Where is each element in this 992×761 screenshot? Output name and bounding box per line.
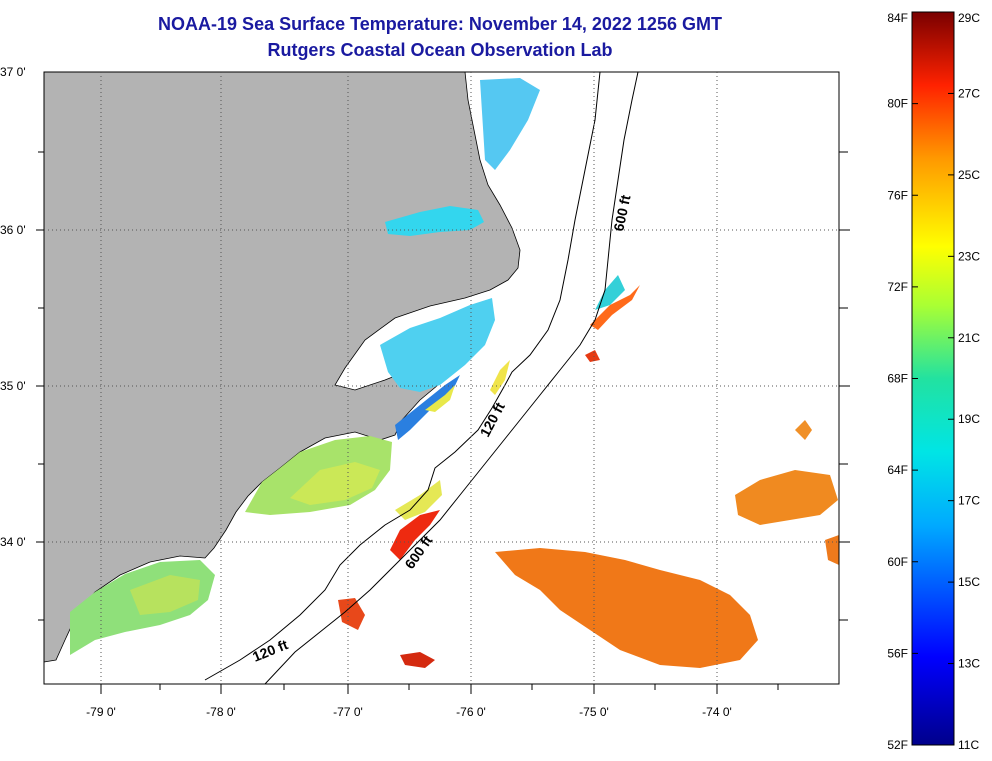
north-cyan-patch: [595, 275, 625, 310]
albemarle-sound: [385, 206, 484, 236]
colorbar: [911, 11, 955, 746]
map-subtitle: Rutgers Coastal Ocean Observation Lab: [267, 40, 613, 60]
contour-label-600-north: 600 ft: [610, 193, 633, 232]
warm-south-spot: [400, 652, 435, 668]
lon-label-76: -76 0': [456, 705, 486, 719]
offshore-warm-eddy: [495, 548, 758, 668]
lon-label-75: -75 0': [579, 705, 609, 719]
pamlico-sound: [380, 298, 495, 392]
colorbar-label-celsius: 15C: [958, 575, 980, 589]
colorbar-label-celsius: 21C: [958, 331, 980, 345]
colorbar-label-celsius: 13C: [958, 657, 980, 671]
map-title: NOAA-19 Sea Surface Temperature: Novembe…: [158, 14, 722, 34]
colorbar-label-celsius: 23C: [958, 249, 980, 263]
colorbar-label-fahrenheit: 64F: [887, 463, 908, 477]
colorbar-labels: 84F 80F 76F 72F 68F 64F 60F 56F 52F 29C 27C 25C 23C 2…: [887, 11, 980, 752]
coastal-blue-strip: [395, 375, 460, 440]
colorbar-label-celsius: 19C: [958, 412, 980, 426]
lat-label-37: 37 0': [0, 65, 26, 79]
lon-label-78: -78 0': [206, 705, 236, 719]
colorbar-label-celsius: 11C: [958, 738, 979, 752]
lat-label-35: 35 0': [0, 379, 26, 393]
colorbar-label-celsius: 29C: [958, 11, 980, 25]
offshore-warm-patch-east: [735, 470, 838, 525]
hatteras-shelf-yellow: [490, 360, 510, 395]
warm-red-spot: [585, 350, 600, 362]
onslow-bay-inner: [290, 462, 380, 505]
colorbar-label-fahrenheit: 80F: [887, 97, 908, 111]
colorbar-label-fahrenheit: 84F: [887, 11, 908, 25]
warm-mid-spot: [338, 598, 365, 630]
lon-label-74: -74 0': [702, 705, 732, 719]
contour-120ft: [204, 72, 601, 681]
colorbar-label-fahrenheit: 68F: [887, 372, 908, 386]
graticule: [44, 72, 839, 684]
lon-label-79: -79 0': [86, 705, 116, 719]
colorbar-label-fahrenheit: 72F: [887, 280, 908, 294]
plot-frame: [43, 71, 840, 685]
lat-label-36: 36 0': [0, 223, 26, 237]
offshore-warm-patch-northeast: [795, 420, 812, 440]
cape-hatteras-yellow: [425, 385, 455, 412]
contour-600ft: [264, 72, 639, 684]
colorbar-label-fahrenheit: 60F: [887, 555, 908, 569]
colorbar-label-celsius: 25C: [958, 168, 980, 182]
colorbar-ticks: [912, 11, 954, 746]
long-bay-inner: [130, 575, 200, 615]
colorbar-label-celsius: 27C: [958, 86, 980, 100]
colorbar-label-fahrenheit: 76F: [887, 188, 908, 202]
gulf-stream-red-south: [390, 510, 440, 560]
colorbar-label-fahrenheit: 52F: [887, 738, 908, 752]
colorbar-label-celsius: 17C: [958, 494, 980, 508]
tick-marks: [36, 151, 850, 694]
lat-label-34: 34 0': [0, 535, 26, 549]
outer-banks-north: [480, 78, 540, 170]
gulf-stream-north-filament: [590, 285, 640, 330]
lon-label-77: -77 0': [333, 705, 363, 719]
colorbar-label-fahrenheit: 56F: [887, 646, 908, 660]
